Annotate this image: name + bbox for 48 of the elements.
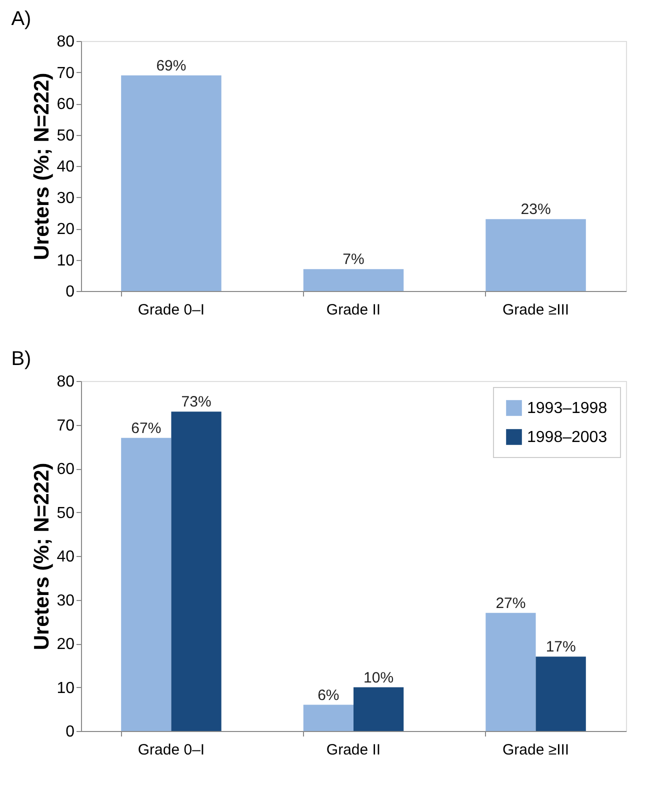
data-label: 73% <box>181 394 212 411</box>
y-tick-label: 60 <box>56 461 75 478</box>
data-label: 6% <box>318 686 340 704</box>
x-tick-label: Grade ≥III <box>502 742 570 758</box>
chart-title: B) <box>11 348 32 370</box>
data-label: 23% <box>520 201 551 218</box>
y-axis-title: Ureters (%; N=222) <box>30 462 54 650</box>
data-label: 17% <box>546 638 576 656</box>
data-label: 10% <box>364 669 394 686</box>
y-tick-label: 50 <box>56 127 75 144</box>
bar <box>121 75 222 291</box>
x-tick-label: Grade II <box>326 742 381 758</box>
bar <box>354 687 404 731</box>
y-tick-label: 30 <box>56 190 75 207</box>
y-tick-label: 40 <box>56 548 75 566</box>
x-tick-label: Grade 0–I <box>138 302 205 318</box>
x-tick-label: Grade ≥III <box>502 302 570 318</box>
bar <box>303 704 354 731</box>
data-label: 7% <box>342 251 364 268</box>
y-tick-label: 20 <box>56 636 75 653</box>
data-label: 67% <box>131 420 162 437</box>
x-tick-label: Grade II <box>326 302 381 318</box>
y-tick-label: 40 <box>56 158 75 176</box>
y-tick-label: 30 <box>56 592 75 610</box>
y-tick-label: 60 <box>56 96 75 113</box>
chart-title: A) <box>11 8 32 30</box>
y-tick-label: 10 <box>56 252 75 270</box>
data-label: 27% <box>496 594 526 612</box>
y-tick-label: 10 <box>56 680 75 697</box>
bar <box>486 219 586 291</box>
bar <box>171 412 222 731</box>
bar <box>486 612 536 731</box>
x-tick-label: Grade 0–I <box>138 742 205 758</box>
y-tick-label: 0 <box>66 724 75 740</box>
y-tick-label: 70 <box>56 64 75 82</box>
data-label: 69% <box>156 57 186 74</box>
y-tick-label: 20 <box>56 221 75 238</box>
bar <box>303 269 404 291</box>
y-tick-label: 0 <box>66 284 75 300</box>
legend-label: 1993–1998 <box>527 400 608 417</box>
bar <box>121 438 172 731</box>
bar <box>536 656 586 731</box>
legend-label: 1998–2003 <box>527 429 608 446</box>
y-axis-title: Ureters (%; N=222) <box>30 72 54 260</box>
y-tick-label: 80 <box>56 374 75 390</box>
y-tick-label: 50 <box>56 504 75 522</box>
y-tick-label: 70 <box>56 417 75 434</box>
y-tick-label: 80 <box>56 34 75 50</box>
